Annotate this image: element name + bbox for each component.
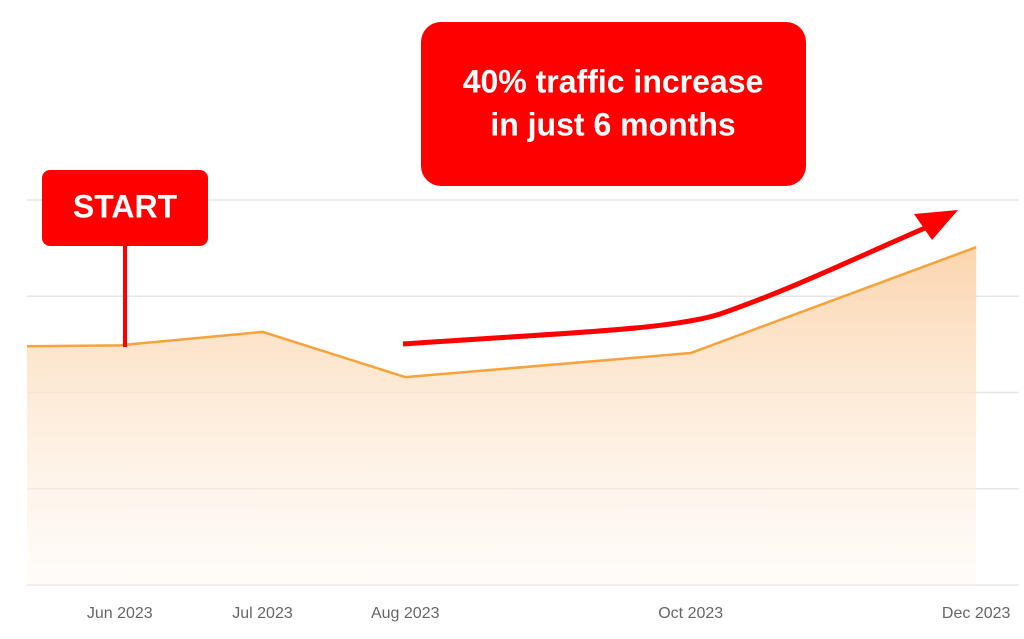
x-tick-label: Dec 2023 xyxy=(942,605,1011,622)
trend-arrow xyxy=(402,225,926,347)
callout-box xyxy=(421,22,806,186)
area-line xyxy=(26,245,977,379)
start-label: START xyxy=(73,188,178,224)
area-fill xyxy=(27,247,977,585)
plot xyxy=(26,245,977,585)
x-tick-label: Jul 2023 xyxy=(232,605,293,622)
arrow-head xyxy=(914,210,958,240)
x-axis: Jun 2023 Jul 2023 Aug 2023 Oct 2023 Dec 2023 xyxy=(87,605,1011,622)
x-tick-label: Jun 2023 xyxy=(87,605,153,622)
x-tick-label: Aug 2023 xyxy=(371,605,440,622)
start-box xyxy=(42,170,208,246)
x-tick-label: Oct 2023 xyxy=(658,605,723,622)
callout-line: in just 6 months xyxy=(490,106,735,142)
callout-line: 40% traffic increase xyxy=(463,63,764,99)
